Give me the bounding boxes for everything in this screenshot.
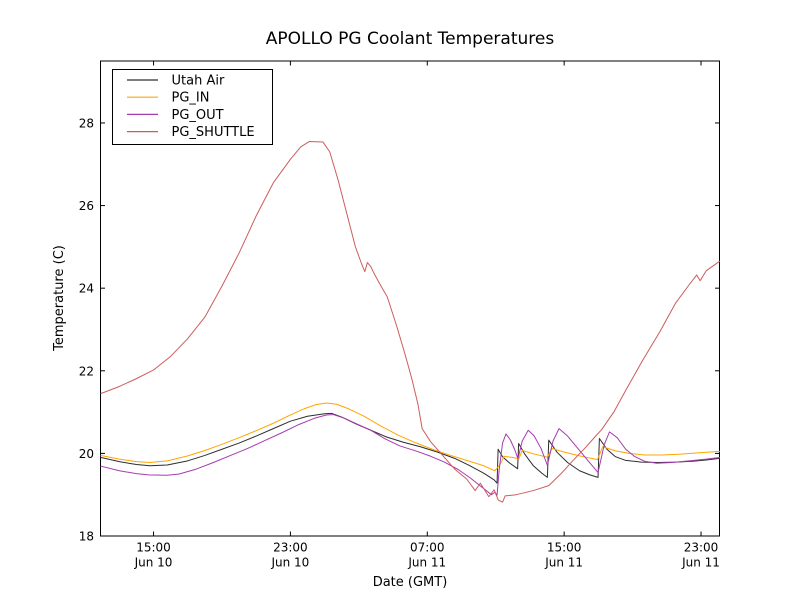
x-tick-label-date: Jun 11 (544, 556, 583, 570)
x-axis-label: Date (GMT) (373, 575, 448, 590)
y-axis-ticks: 18 20 22 24 26 28 (79, 116, 720, 544)
legend-label: Utah Air (172, 74, 225, 89)
series-lines (100, 141, 720, 503)
plot-border (100, 60, 720, 537)
y-axis-label: Temperature (C) (52, 245, 67, 352)
x-tick-label-time: 23:00 (273, 541, 308, 555)
series-line-utah-air (100, 412, 720, 484)
legend: Utah Air PG_IN PG_OUT PG_SHUTTLE (112, 69, 273, 145)
series-line-pg-shuttle (100, 141, 720, 503)
x-tick-label-time: 15:00 (136, 541, 171, 555)
series-line-pg-out (100, 414, 720, 496)
y-tick-label: 20 (79, 447, 94, 461)
y-tick-label: 24 (79, 282, 94, 296)
x-tick-label-time: 23:00 (684, 541, 719, 555)
y-tick-label: 28 (79, 116, 94, 130)
x-tick-label-date: Jun 10 (270, 556, 309, 570)
y-tick-label: 26 (79, 199, 94, 213)
legend-label: PG_SHUTTLE (172, 125, 255, 140)
plot-frame (100, 60, 720, 537)
x-tick-label-date: Jun 11 (681, 556, 720, 570)
legend-label: PG_IN (172, 91, 210, 106)
x-tick-label-date: Jun 11 (407, 556, 446, 570)
x-tick-label-date: Jun 10 (134, 556, 173, 570)
legend-label: PG_OUT (172, 108, 224, 123)
chart-title: APOLLO PG Coolant Temperatures (266, 29, 555, 49)
y-tick-label: 22 (79, 364, 94, 378)
x-tick-label-time: 07:00 (410, 541, 445, 555)
x-tick-label-time: 15:00 (547, 541, 582, 555)
y-tick-label: 18 (79, 530, 94, 544)
series-line-pg-in (100, 402, 720, 472)
